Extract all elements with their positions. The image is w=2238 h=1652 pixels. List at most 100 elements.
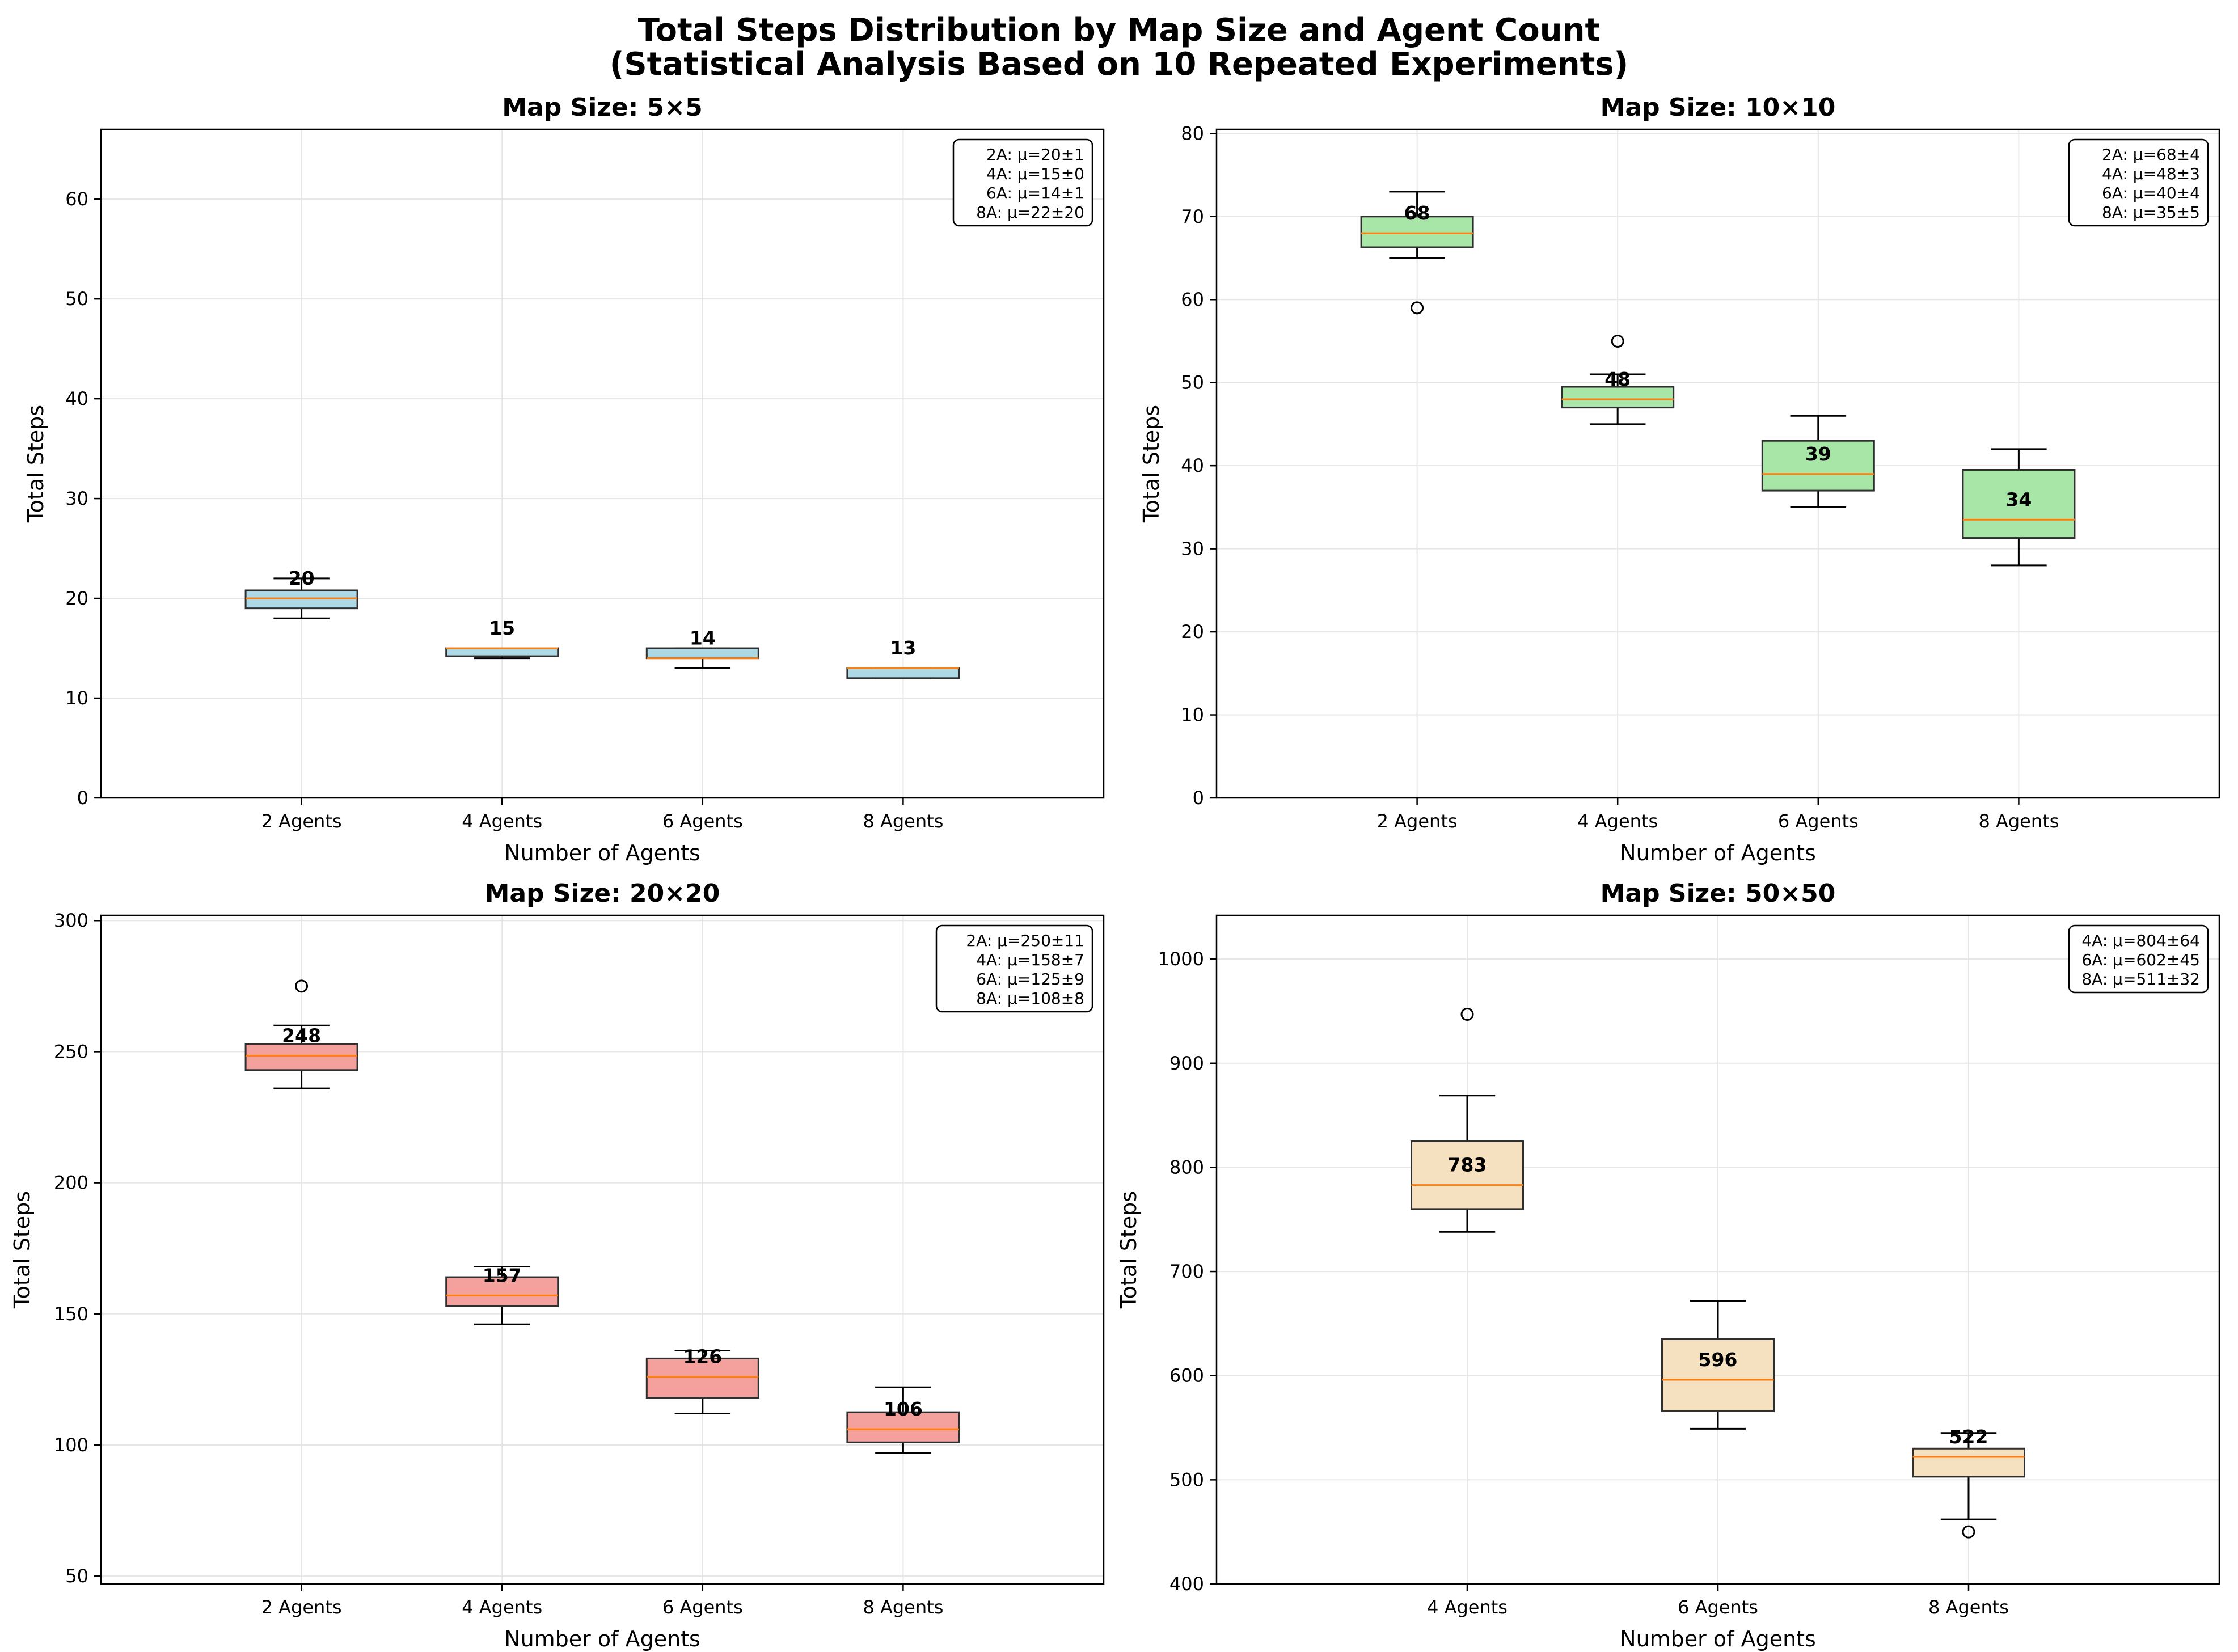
stats-box-frame — [935, 924, 1093, 1013]
y-tick-label: 150 — [54, 1303, 88, 1325]
box-body — [244, 1043, 358, 1071]
stats-box-frame — [2068, 924, 2209, 994]
stats-line: 6A: μ=40±4 — [2102, 184, 2200, 202]
y-axis-label: Total Steps — [10, 1191, 35, 1309]
x-tick-label: 8 Agents — [1978, 810, 2059, 832]
box-body — [1912, 1447, 2025, 1478]
y-tick-label: 60 — [65, 188, 88, 210]
y-tick-label: 600 — [1169, 1365, 1204, 1387]
y-axis-label: Total Steps — [1116, 1191, 1141, 1309]
box-body — [645, 1357, 759, 1399]
stats-line: 6A: μ=602±45 — [2081, 950, 2200, 969]
median-value-label: 39 — [1805, 443, 1831, 465]
y-tick-label: 200 — [54, 1172, 88, 1194]
median-value-label: 68 — [1404, 202, 1430, 224]
x-tick-label: 2 Agents — [261, 1596, 342, 1618]
box-body — [1561, 386, 1675, 409]
y-tick-label: 800 — [1169, 1156, 1204, 1178]
box-body — [1360, 216, 1474, 248]
y-tick-label: 50 — [65, 288, 88, 310]
y-tick-label: 50 — [1181, 372, 1204, 394]
y-tick-label: 30 — [65, 488, 88, 509]
box-6-agents: 596 — [1661, 1299, 1775, 1430]
y-tick-label: 60 — [1181, 289, 1204, 310]
stats-line: 2A: μ=68±4 — [2102, 145, 2200, 164]
box-6-agents: 126 — [645, 1346, 759, 1414]
x-axis-label: Number of Agents — [504, 840, 700, 865]
stats-line: 6A: μ=125±9 — [976, 970, 1084, 988]
median-value-label: 20 — [289, 567, 315, 589]
y-tick-label: 80 — [1181, 122, 1204, 144]
median-value-label: 15 — [489, 617, 515, 639]
x-tick-label: 8 Agents — [863, 810, 943, 832]
y-tick-label: 900 — [1169, 1053, 1204, 1074]
y-tick-label: 700 — [1169, 1261, 1204, 1282]
box-body — [846, 1411, 960, 1443]
axes-frame — [100, 914, 1105, 1585]
median-value-label: 157 — [483, 1264, 522, 1286]
box-body — [244, 589, 358, 610]
box-body — [1962, 468, 2076, 539]
box-2-agents: 68 — [1360, 191, 1474, 315]
subplot-title: Map Size: 10×10 — [1601, 93, 1836, 122]
y-axis-label: Total Steps — [1139, 405, 1164, 523]
figure-title-line1: Total Steps Distribution by Map Size and… — [638, 12, 1600, 49]
outlier-point — [1460, 1007, 1474, 1021]
box-body — [1411, 1140, 1524, 1210]
y-tick-label: 500 — [1169, 1469, 1204, 1490]
subplot-title: Map Size: 5×5 — [502, 93, 703, 122]
median-value-label: 14 — [690, 627, 716, 649]
stats-box: 2A: μ=20±14A: μ=15±06A: μ=14±18A: μ=22±2… — [952, 138, 1093, 227]
x-tick-label: 6 Agents — [1678, 1596, 1758, 1618]
box-8-agents: 34 — [1962, 448, 2076, 567]
x-tick-label: 4 Agents — [1577, 810, 1658, 832]
subplot-title: Map Size: 20×20 — [485, 879, 720, 908]
median-value-label: 783 — [1448, 1154, 1487, 1176]
stats-box-frame — [952, 138, 1093, 227]
y-tick-label: 0 — [77, 787, 88, 809]
x-tick-label: 4 Agents — [462, 810, 542, 832]
median-value-label: 106 — [884, 1398, 923, 1420]
x-axis-label: Number of Agents — [1620, 840, 1816, 865]
plot-area — [101, 129, 1104, 798]
outlier-point — [295, 979, 309, 993]
stats-line: 4A: μ=48±3 — [2102, 164, 2200, 183]
median-value-label: 522 — [1949, 1426, 1988, 1448]
box-6-agents: 39 — [1761, 415, 1875, 508]
x-tick-label: 2 Agents — [261, 810, 342, 832]
y-axis-label: Total Steps — [23, 405, 48, 523]
median-value-label: 126 — [683, 1346, 722, 1368]
axes-frame — [1215, 128, 2220, 799]
y-tick-label: 10 — [65, 687, 88, 709]
y-tick-label: 100 — [54, 1434, 88, 1456]
x-tick-label: 6 Agents — [662, 1596, 743, 1618]
box-body — [1761, 440, 1875, 492]
x-tick-label: 2 Agents — [1377, 810, 1458, 832]
x-tick-label: 8 Agents — [863, 1596, 943, 1618]
y-tick-label: 400 — [1169, 1573, 1204, 1595]
subplot-title: Map Size: 50×50 — [1601, 879, 1836, 908]
y-tick-label: 20 — [1181, 621, 1204, 643]
y-tick-label: 70 — [1181, 206, 1204, 227]
box-8-agents: 522 — [1912, 1426, 2025, 1539]
axes-frame — [100, 128, 1105, 799]
figure-title-line2: (Statistical Analysis Based on 10 Repeat… — [610, 46, 1629, 83]
outlier-point — [1611, 334, 1624, 348]
box-2-agents: 248 — [244, 979, 358, 1089]
x-axis-label: Number of Agents — [504, 1626, 700, 1651]
box-body — [445, 1276, 559, 1307]
outlier-point — [1962, 1525, 1975, 1539]
x-tick-label: 4 Agents — [462, 1596, 542, 1618]
median-value-label: 34 — [2005, 488, 2032, 510]
stats-line: 8A: μ=511±32 — [2081, 970, 2200, 988]
stats-line: 4A: μ=804±64 — [2081, 931, 2200, 950]
y-tick-label: 1000 — [1158, 948, 1204, 970]
stats-line: 6A: μ=14±1 — [986, 184, 1084, 202]
box-4-agents: 783 — [1411, 1007, 1524, 1233]
median-value-label: 13 — [890, 637, 916, 659]
box-4-agents: 15 — [445, 617, 559, 660]
x-tick-label: 8 Agents — [1928, 1596, 2009, 1618]
